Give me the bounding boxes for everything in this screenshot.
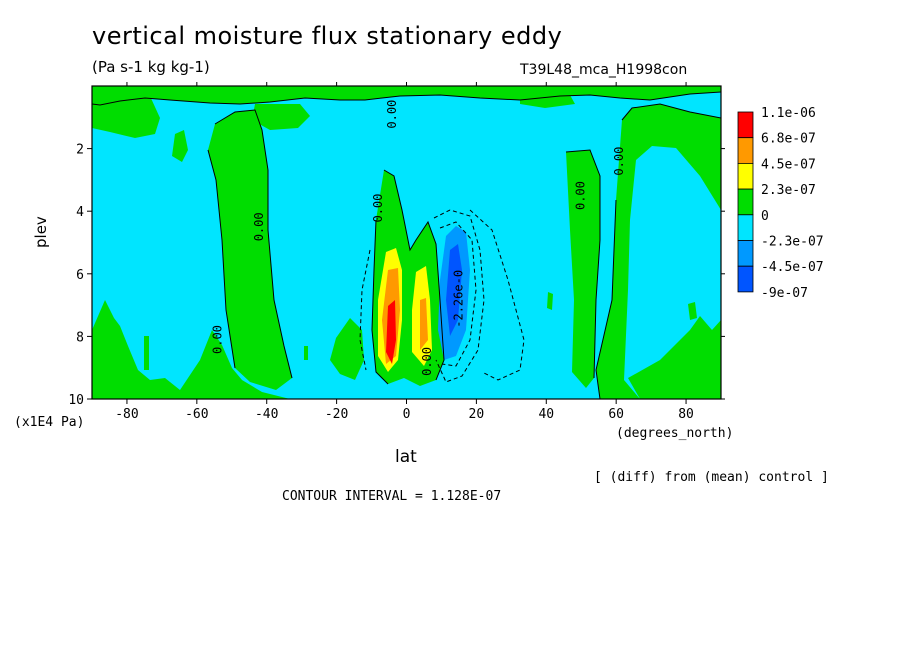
speck-minus-28: [304, 346, 308, 360]
x-tick-label: 20: [469, 407, 485, 422]
sliver-minus-60: [172, 130, 188, 162]
legend-label: -9e-07: [761, 286, 808, 301]
dashed-contour-mid: [439, 221, 477, 367]
x-tick-label: -60: [185, 407, 208, 422]
legend-label: 0: [761, 209, 769, 224]
x-tick-label: -20: [325, 407, 348, 422]
axes: -80 -60 -40 -20 0 20 40 60 80 2 4 6 8 10: [68, 82, 725, 422]
negative-contours: [359, 209, 525, 383]
legend-swatch: [737, 137, 754, 164]
contour-col-plus-65-top: [621, 103, 721, 121]
blob-plus-38: [547, 292, 553, 310]
legend-label: 2.3e-07: [761, 183, 816, 198]
legend-swatch: [737, 214, 754, 241]
blob-minus-15: [330, 318, 364, 380]
x-tick-label: 60: [608, 407, 624, 422]
contour-label: -2.26e-0: [451, 270, 465, 328]
contour-plume: [383, 169, 445, 381]
contour-col-plus-55: [565, 149, 601, 379]
positive-red-core: [386, 300, 396, 364]
legend-swatch: [737, 162, 754, 190]
column-plus-65: [596, 104, 721, 399]
top-band-blob-mid: [252, 104, 310, 130]
contour-label: 0.00: [420, 347, 434, 376]
run-id: T39L48_mca_H1998con: [520, 62, 688, 78]
chart-units: (Pa s-1 kg kg-1): [92, 58, 210, 76]
chart-title: vertical moisture flux stationary eddy: [92, 22, 563, 50]
y-tick-label: 6: [76, 268, 84, 283]
contour-label: 0.00: [371, 194, 385, 223]
contour-top: [92, 91, 721, 106]
color-legend: 1.1e-06 6.8e-07 4.5e-07 2.3e-07 0 -2.3e-07 -4.…: [737, 106, 824, 301]
contour-interval: CONTOUR INTERVAL = 1.128E-07: [282, 489, 502, 504]
column-plus-55: [566, 150, 600, 388]
diff-note: [ (diff) from (mean) control ]: [594, 470, 829, 485]
legend-label: 6.8e-07: [761, 132, 816, 147]
bottom-band-left: [92, 300, 290, 399]
contour-label: 0.00: [574, 181, 588, 210]
contour-lines: [92, 91, 721, 399]
y-axis-unit: (x1E4 Pa): [14, 415, 85, 430]
legend-swatch: [737, 240, 754, 267]
contour-label: 0.00: [252, 212, 266, 241]
bottom-band-right: [628, 316, 721, 399]
y-tick-label: 4: [76, 205, 84, 220]
contour-label: 0.00: [385, 100, 399, 129]
plot-fill: [92, 86, 721, 399]
y-tick-label: 2: [76, 143, 84, 158]
x-axis-label: lat: [395, 447, 417, 467]
contour-label: 0.00: [210, 325, 224, 354]
x-tick-label: 0: [403, 407, 411, 422]
contour-col-minus-40-b: [207, 149, 236, 369]
x-tick-label: -40: [255, 407, 278, 422]
legend-label: 4.5e-07: [761, 157, 816, 172]
x-tick-label: -80: [115, 407, 138, 422]
contour-col-plus-65: [595, 199, 617, 399]
speck-minus-75: [144, 336, 149, 370]
blob-plus-80: [688, 302, 697, 320]
contour-labels: 0.00 0.00 0.00 0.00 0.00 -2.26e-0 0.00 0.00: [210, 100, 626, 376]
contour-label: 0.00: [612, 147, 626, 176]
legend-label: -2.3e-07: [761, 235, 824, 250]
dashed-contour-far: [469, 209, 525, 381]
x-tick-label: 80: [678, 407, 694, 422]
contour-plume-b: [371, 219, 389, 385]
legend-swatch: [737, 265, 754, 293]
legend-swatch: [737, 111, 754, 139]
negative-deep-blue: [446, 244, 462, 336]
dashed-contour-outer: [433, 209, 485, 383]
x-tick-label: 40: [538, 407, 554, 422]
legend-label: -4.5e-07: [761, 260, 824, 275]
legend-swatch: [737, 188, 754, 216]
column-minus-40: [208, 110, 292, 390]
x-axis-unit: (degrees_north): [616, 426, 734, 441]
dashed-contour-left: [359, 249, 371, 371]
legend-label: 1.1e-06: [761, 106, 816, 121]
contour-col-minus-40: [214, 109, 293, 379]
y-tick-label: 10: [68, 393, 84, 408]
positive-orange-right: [420, 298, 428, 350]
y-tick-label: 8: [76, 330, 84, 345]
